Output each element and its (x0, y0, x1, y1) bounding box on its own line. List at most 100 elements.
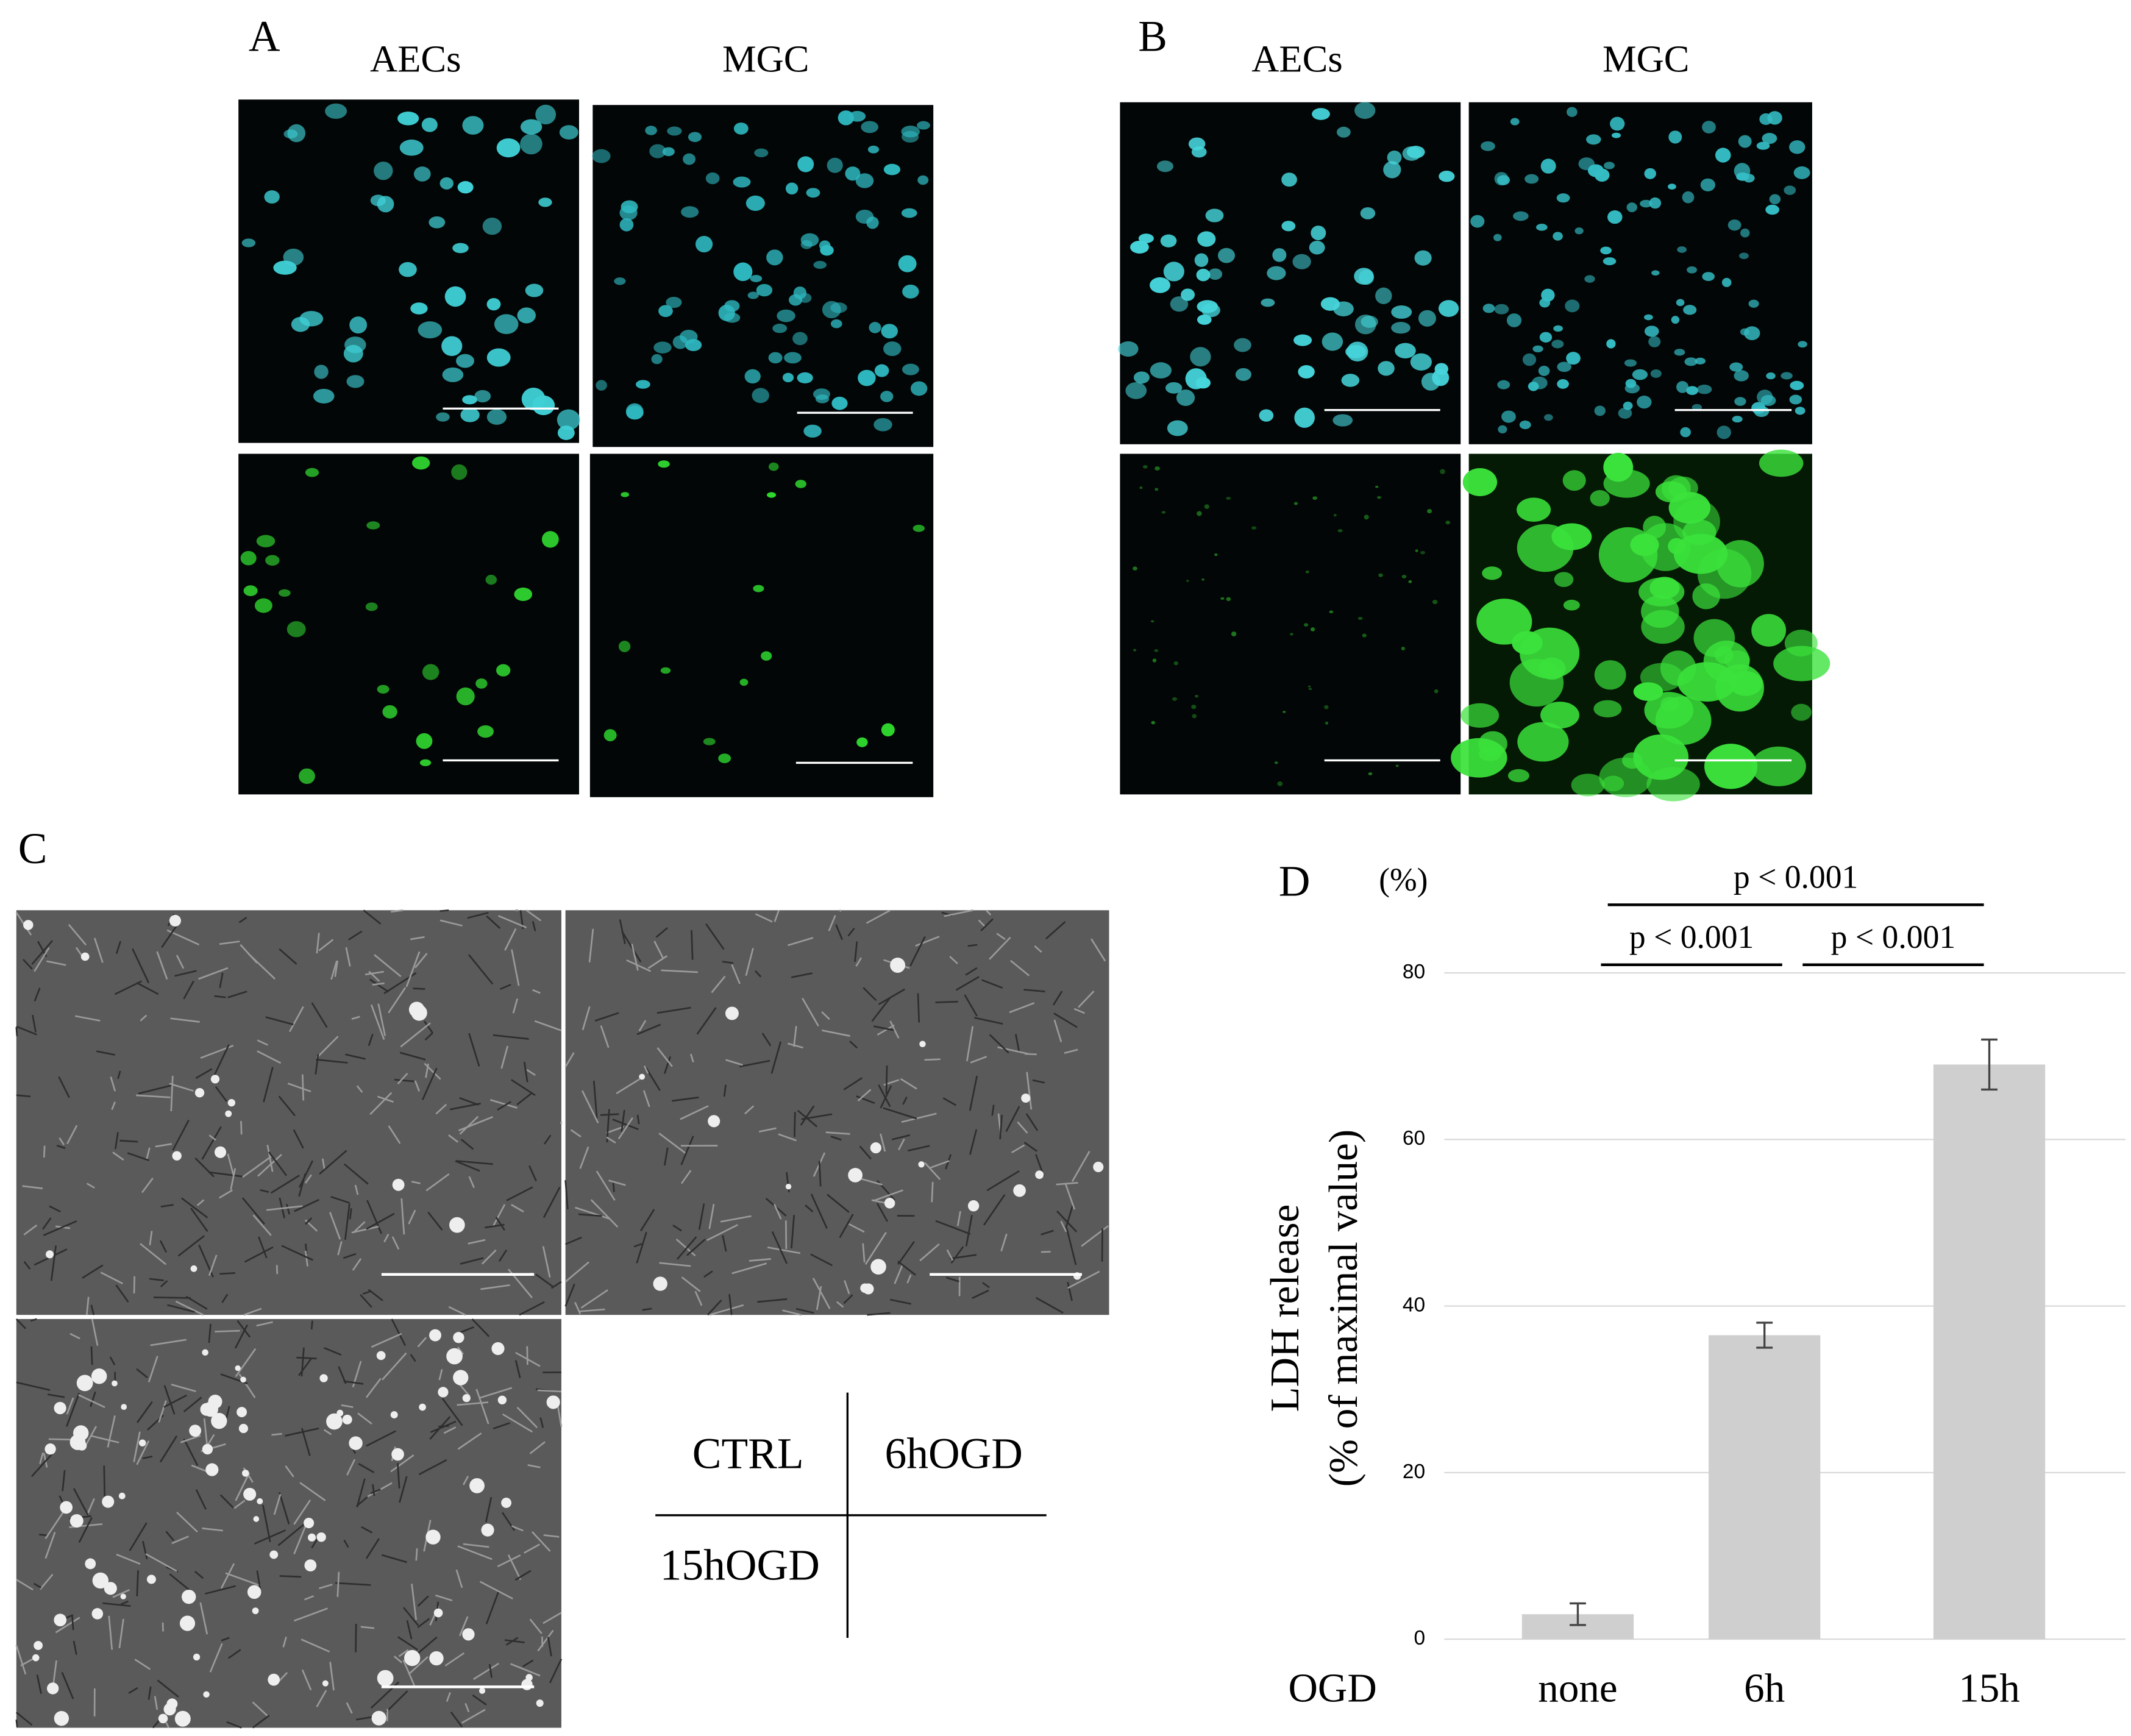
cell (1700, 178, 1715, 191)
cell (660, 667, 671, 674)
cell-texture (397, 1463, 400, 1489)
cell-texture (351, 1225, 379, 1234)
cell (421, 117, 438, 132)
cell (1784, 185, 1796, 195)
cell-texture (90, 1346, 93, 1365)
cell-texture (523, 1061, 528, 1083)
cell-texture (761, 1033, 772, 1047)
cell-texture (439, 909, 449, 912)
cell-texture (393, 1656, 403, 1663)
bright-cell (194, 1088, 205, 1098)
cell-texture (226, 1721, 242, 1729)
cell-texture (110, 1076, 116, 1092)
bright-cell (69, 1434, 86, 1450)
cell-texture (778, 1133, 797, 1142)
cell-texture (457, 1346, 464, 1355)
cell (1566, 352, 1581, 365)
cell-texture (180, 1197, 208, 1218)
cell (1481, 141, 1495, 151)
cell-texture (996, 933, 1006, 941)
cell-texture (705, 923, 725, 950)
cell-texture (656, 1047, 673, 1067)
cell (806, 188, 820, 198)
cell-texture (542, 1246, 551, 1278)
cell-texture (209, 1643, 223, 1673)
cell (1727, 219, 1741, 231)
cell-texture (909, 936, 926, 967)
cell-texture (171, 1535, 189, 1545)
cell (1378, 361, 1395, 376)
cell-texture (873, 1025, 894, 1031)
cell (1401, 575, 1407, 578)
cell-texture (155, 1143, 172, 1148)
cell-texture (450, 1711, 463, 1727)
cell-texture (516, 1092, 532, 1106)
cell-texture (31, 940, 54, 966)
cell-texture (183, 1396, 202, 1413)
cell-texture (281, 1245, 313, 1261)
cell-texture (414, 953, 428, 969)
cell (1150, 277, 1171, 293)
cell-texture (889, 1298, 912, 1305)
cell-texture (68, 923, 87, 946)
bright-cell (919, 1041, 926, 1047)
micrograph (1468, 102, 1812, 444)
cell-texture (252, 1214, 272, 1236)
cell (619, 218, 634, 232)
cell-texture (974, 1017, 1003, 1025)
bright-cell (172, 1151, 182, 1161)
cell (645, 126, 657, 135)
cell (1360, 207, 1376, 219)
cell (1674, 349, 1685, 356)
cell-texture (981, 979, 1003, 989)
cell (1357, 617, 1363, 621)
cell-texture (39, 1534, 48, 1537)
bright-cell (349, 1436, 363, 1450)
cell-texture (1045, 921, 1066, 940)
cell-texture (694, 1290, 703, 1306)
cell-texture (1023, 989, 1045, 992)
cell-texture (906, 1274, 912, 1284)
cell (1557, 379, 1569, 389)
cell-texture (400, 1022, 431, 1048)
cell-texture (410, 1354, 416, 1362)
cell-texture (801, 1113, 833, 1120)
cell-texture (315, 1054, 319, 1075)
cell-texture (258, 1236, 268, 1259)
cell-texture (96, 1050, 115, 1056)
cell-texture (107, 1415, 116, 1448)
cell-texture (547, 1637, 552, 1657)
cell (672, 335, 688, 349)
cell-texture (956, 1211, 961, 1226)
cell (685, 339, 702, 351)
cell-texture (698, 1203, 705, 1230)
cell-texture (1000, 1233, 1008, 1252)
bright-cell (478, 1687, 486, 1694)
cell-texture (991, 1105, 995, 1116)
cell (291, 316, 310, 332)
cell-texture (843, 1077, 863, 1090)
cell (1517, 722, 1569, 762)
y-tick-label: 0 (1414, 1627, 1425, 1649)
cell-texture (1078, 991, 1095, 1008)
cell (855, 173, 874, 188)
cell (880, 391, 894, 402)
bright-cell (1093, 1161, 1104, 1172)
cell (1513, 211, 1529, 221)
cell (1395, 764, 1399, 767)
cell (789, 294, 803, 306)
cell-texture (16, 1381, 51, 1391)
x-tick-label: 15h (1958, 1665, 2020, 1711)
cell (1190, 347, 1211, 367)
cell (666, 296, 682, 308)
cell-texture (774, 1203, 782, 1220)
cell-texture (617, 1117, 633, 1140)
cell-texture (676, 1236, 697, 1260)
cell (861, 121, 878, 133)
cell-texture (600, 1113, 619, 1116)
bright-cell (44, 1443, 56, 1455)
cell-texture (78, 1517, 93, 1543)
cell (1683, 305, 1697, 315)
cell (1383, 161, 1401, 179)
